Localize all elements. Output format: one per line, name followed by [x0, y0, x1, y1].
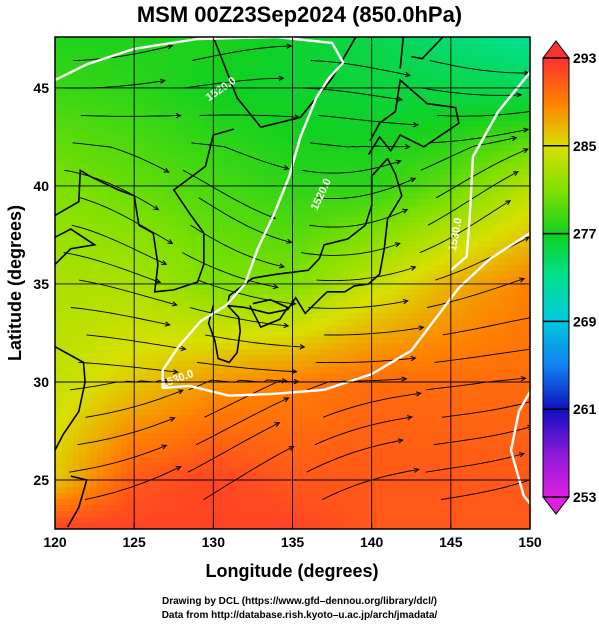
- colorbar-min-arrow: [541, 496, 571, 515]
- y-tick-label: 40: [33, 178, 49, 194]
- x-tick-label: 130: [202, 534, 226, 550]
- x-tick-label: 135: [281, 534, 305, 550]
- colorbar-tick-label: 261: [573, 401, 597, 417]
- colorbar-tick-label: 277: [573, 226, 597, 242]
- colorbar-max-arrow: [541, 40, 571, 59]
- colorbar-tick-label: 293: [573, 50, 597, 66]
- x-tick-label: 150: [518, 534, 542, 550]
- colorbar-tick-label: 269: [573, 313, 597, 329]
- y-tick-label: 35: [33, 276, 49, 292]
- y-tick-label: 25: [33, 472, 49, 488]
- x-tick-label: 125: [122, 534, 146, 550]
- x-tick-label: 120: [43, 534, 67, 550]
- y-tick-label: 30: [33, 374, 49, 390]
- y-axis: 25 30 35 40 45: [33, 80, 49, 488]
- y-tick-label: 45: [33, 80, 49, 96]
- chart-title: MSM 00Z23Sep2024 (850.0hPa): [136, 2, 463, 27]
- x-tick-label: 140: [360, 534, 384, 550]
- colorbar-tick-label: 285: [573, 138, 597, 154]
- data-credit: Data from http://database.rish.kyoto–u.a…: [161, 610, 438, 621]
- contour-label: 1530.0: [447, 217, 465, 252]
- y-axis-title: Latitude (degrees): [5, 205, 25, 361]
- colorbar: 293 285 277 269 261 253: [541, 40, 597, 515]
- grid-lines: [55, 37, 530, 529]
- x-axis: 120 125 130 135 140 145 150: [43, 523, 542, 550]
- x-axis-title: Longitude (degrees): [205, 561, 378, 581]
- colorbar-tick-label: 253: [573, 489, 597, 505]
- x-tick-label: 145: [439, 534, 463, 550]
- wind-streamlines: [63, 43, 530, 501]
- drawing-credit: Drawing by DCL (https://www.gfd–dennou.o…: [161, 596, 437, 607]
